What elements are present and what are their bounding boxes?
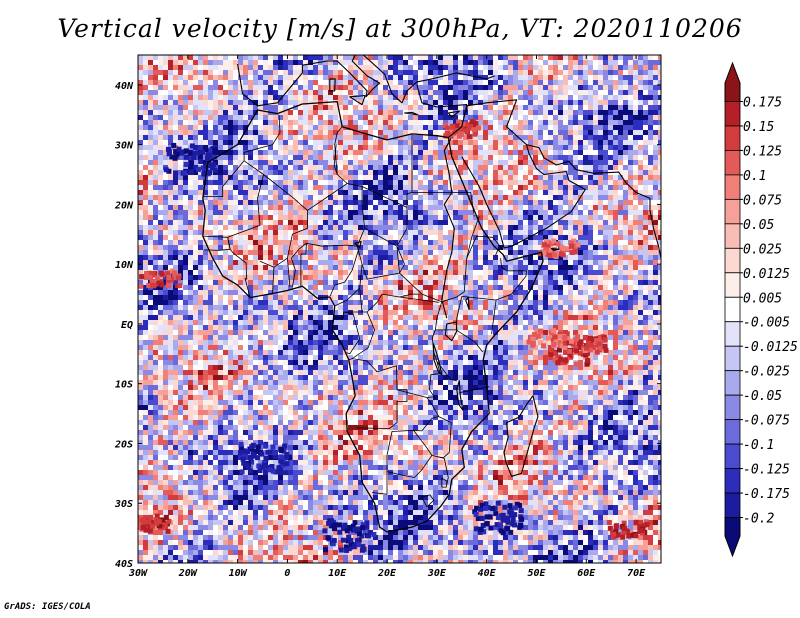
map-frame [137, 54, 662, 564]
colorbar-segment [724, 296, 741, 323]
colorbar-label: -0.005 [743, 316, 790, 331]
axis-ticks: 30W 20W 10W 0 10E 20E 30E 40E 50E 60E 70E 40N 30N 20N… [114, 55, 661, 579]
colorbar-label: -0.175 [743, 487, 790, 502]
colorbar-label: -0.05 [743, 389, 782, 404]
lon-label: 20W [178, 568, 198, 579]
lon-label: 50E [527, 568, 546, 579]
lon-label: 10E [328, 568, 347, 579]
colorbar-label: 0.125 [743, 144, 782, 159]
colorbar-segment [724, 125, 741, 151]
colorbar-segment [724, 223, 741, 249]
colorbar-segment [724, 443, 741, 469]
colorbar-label: -0.025 [743, 365, 790, 380]
colorbar-label: -0.0125 [743, 340, 798, 355]
lon-label: 0 [284, 568, 290, 579]
colorbar-label: 0.175 [743, 95, 782, 110]
colorbar-segment [724, 174, 741, 200]
vertical-velocity-field [138, 55, 661, 563]
lat-label: 30N [114, 141, 134, 152]
colorbar-segment [724, 272, 741, 298]
lon-label: 30E [427, 568, 447, 579]
lat-label: EQ [121, 320, 133, 331]
colorbar-label: 0.1 [743, 169, 766, 184]
lon-label: 20E [377, 568, 397, 579]
colorbar-label: 0.025 [743, 242, 782, 257]
lat-label: 40S [115, 559, 133, 570]
coastlines-and-borders [202, 55, 661, 533]
colorbar-label: 0.0125 [743, 267, 790, 282]
colorbar-segment [724, 321, 741, 347]
colorbar-segment [724, 198, 741, 225]
lat-label: 20N [114, 200, 134, 211]
colorbar-segment [724, 394, 741, 421]
colorbar-label: 0.005 [743, 291, 782, 306]
colorbar-label: -0.2 [743, 512, 774, 527]
lon-label: 40E [478, 568, 497, 579]
colorbar-segment [724, 468, 741, 494]
colorbar-bottom-triangle [724, 517, 741, 558]
colorbar-label: 0.05 [743, 218, 774, 233]
colorbar-label: -0.075 [743, 414, 790, 429]
colorbar-segment [724, 101, 741, 127]
colorbar-label: -0.1 [743, 438, 774, 453]
lat-label: 30S [114, 499, 133, 510]
grads-credit: GrADS: IGES/COLA [4, 602, 91, 612]
colorbar-label: 0.075 [743, 193, 782, 208]
lat-label: 10N [115, 260, 134, 271]
colorbar-segment [724, 150, 741, 176]
lat-label: 10S [115, 380, 133, 391]
lat-label: 20S [114, 439, 133, 450]
lon-label: 30W [128, 568, 148, 579]
colorbar-top-triangle [724, 61, 741, 102]
lon-label: 60E [577, 568, 596, 579]
colorbar-segment [724, 492, 741, 518]
colorbar-label: 0.15 [743, 120, 774, 135]
colorbar-segment [724, 370, 741, 396]
map-title: Vertical velocity [m/s] at 300hPa, VT: 2… [57, 14, 743, 43]
colorbar-segment [724, 247, 741, 274]
lon-label: 70E [627, 568, 646, 579]
lat-label: 40N [115, 81, 134, 92]
colorbar-segment [724, 345, 741, 372]
colorbar: 0.175 0.15 0.125 0.1 0.075 0.05 0.025 0.0125 0.0… [724, 61, 798, 558]
colorbar-segment [724, 419, 741, 445]
lon-label: 10W [229, 568, 248, 579]
colorbar-label: -0.125 [743, 463, 790, 478]
